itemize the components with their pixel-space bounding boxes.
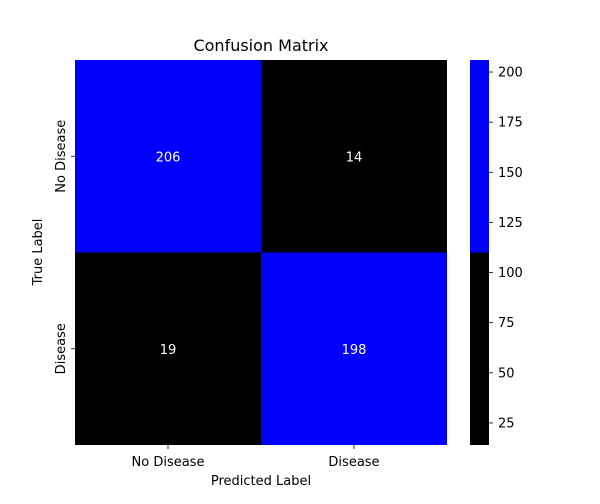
cell-annotation: 19 [160, 343, 177, 358]
colorbar-high-segment [470, 60, 489, 253]
chart-title: Confusion Matrix [193, 36, 328, 55]
y-axis-label: True Label [31, 219, 46, 287]
x-tick-label: Disease [328, 455, 379, 470]
heatmap-cell [261, 252, 447, 445]
cell-annotation: 206 [156, 150, 181, 165]
cell-annotations: 206 14 19 198 [156, 150, 367, 358]
colorbar-low-segment [470, 252, 489, 445]
y-tick-label: Disease [54, 323, 69, 374]
x-tick-label: No Disease [132, 455, 205, 470]
colorbar-tick-label: 175 [498, 116, 523, 131]
x-axis: No Disease Disease [132, 445, 380, 470]
heatmap-cell [75, 252, 261, 445]
colorbar-tick-label: 25 [498, 416, 515, 431]
colorbar-tick-label: 150 [498, 166, 523, 181]
colorbar-tick-label: 75 [498, 316, 515, 331]
heatmap-cell [75, 60, 261, 253]
y-axis: No Disease Disease [54, 120, 75, 374]
heatmap-cell [261, 60, 447, 253]
cell-annotation: 14 [346, 150, 363, 165]
y-tick-label: No Disease [54, 120, 69, 193]
cell-annotation: 198 [342, 343, 367, 358]
colorbar-tick-label: 100 [498, 266, 523, 281]
heatmap-cells [75, 60, 447, 445]
x-axis-label: Predicted Label [211, 474, 311, 489]
colorbar-tick-label: 125 [498, 216, 523, 231]
colorbar-tick-label: 200 [498, 66, 523, 81]
colorbar-tick-label: 50 [498, 366, 515, 381]
colorbar: 25 50 75 100 125 150 175 200 [470, 60, 523, 445]
